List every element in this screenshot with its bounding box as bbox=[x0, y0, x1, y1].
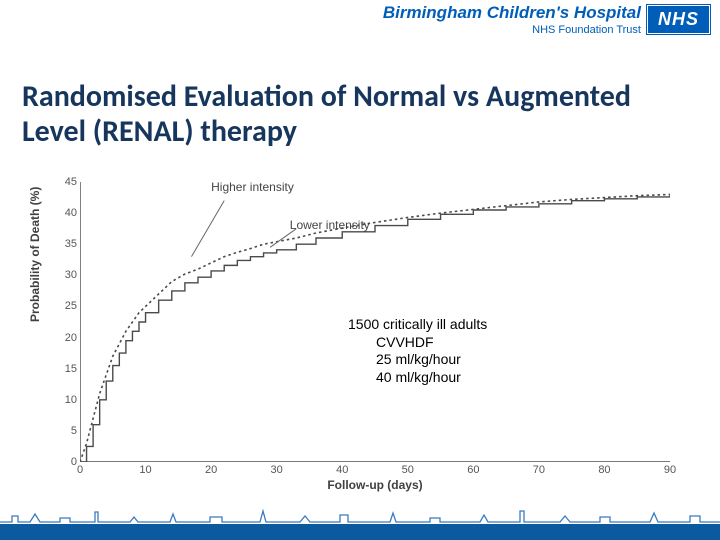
hospital-name: Birmingham Children's Hospital bbox=[383, 4, 641, 23]
series-label-higher-text: Higher intensity bbox=[211, 180, 294, 194]
x-tick: 40 bbox=[336, 464, 348, 476]
slide-header: Birmingham Children's Hospital NHS Found… bbox=[383, 4, 710, 36]
slide-title: Randomised Evaluation of Normal vs Augme… bbox=[22, 80, 698, 149]
header-text: Birmingham Children's Hospital NHS Found… bbox=[383, 4, 641, 36]
x-tick: 20 bbox=[205, 464, 217, 476]
study-line-3: 25 ml/kg/hour bbox=[348, 351, 487, 369]
y-tick: 5 bbox=[71, 425, 77, 437]
y-tick: 30 bbox=[65, 269, 77, 281]
series-label-lower-text: Lower intensity bbox=[290, 218, 370, 232]
x-tick: 10 bbox=[139, 464, 151, 476]
y-tick: 25 bbox=[65, 300, 77, 312]
x-tick: 60 bbox=[467, 464, 479, 476]
study-line-2: CVVHDF bbox=[348, 334, 487, 352]
x-tick: 90 bbox=[664, 464, 676, 476]
x-tick: 0 bbox=[77, 464, 83, 476]
y-axis-ticks: 051015202530354045 bbox=[52, 182, 77, 462]
y-tick: 10 bbox=[65, 394, 77, 406]
trust-name: NHS Foundation Trust bbox=[383, 24, 641, 36]
study-details-box: 1500 critically ill adults CVVHDF 25 ml/… bbox=[348, 316, 487, 386]
x-tick: 70 bbox=[533, 464, 545, 476]
study-line-1: 1500 critically ill adults bbox=[348, 316, 487, 334]
footer-bar bbox=[0, 524, 720, 540]
y-tick: 15 bbox=[65, 363, 77, 375]
x-tick: 80 bbox=[598, 464, 610, 476]
series-label-higher: Higher intensity bbox=[211, 180, 294, 194]
y-tick: 20 bbox=[65, 332, 77, 344]
x-tick: 30 bbox=[271, 464, 283, 476]
x-axis-label: Follow-up (days) bbox=[80, 478, 670, 492]
x-tick: 50 bbox=[402, 464, 414, 476]
y-axis-label: Probability of Death (%) bbox=[28, 187, 42, 322]
study-line-4: 40 ml/kg/hour bbox=[348, 369, 487, 387]
y-tick: 40 bbox=[65, 207, 77, 219]
nhs-logo: NHS bbox=[647, 5, 710, 34]
series-label-lower: Lower intensity bbox=[290, 218, 370, 232]
y-tick: 35 bbox=[65, 238, 77, 250]
y-tick: 45 bbox=[65, 176, 77, 188]
x-axis-ticks: 0102030405060708090 bbox=[80, 464, 670, 478]
